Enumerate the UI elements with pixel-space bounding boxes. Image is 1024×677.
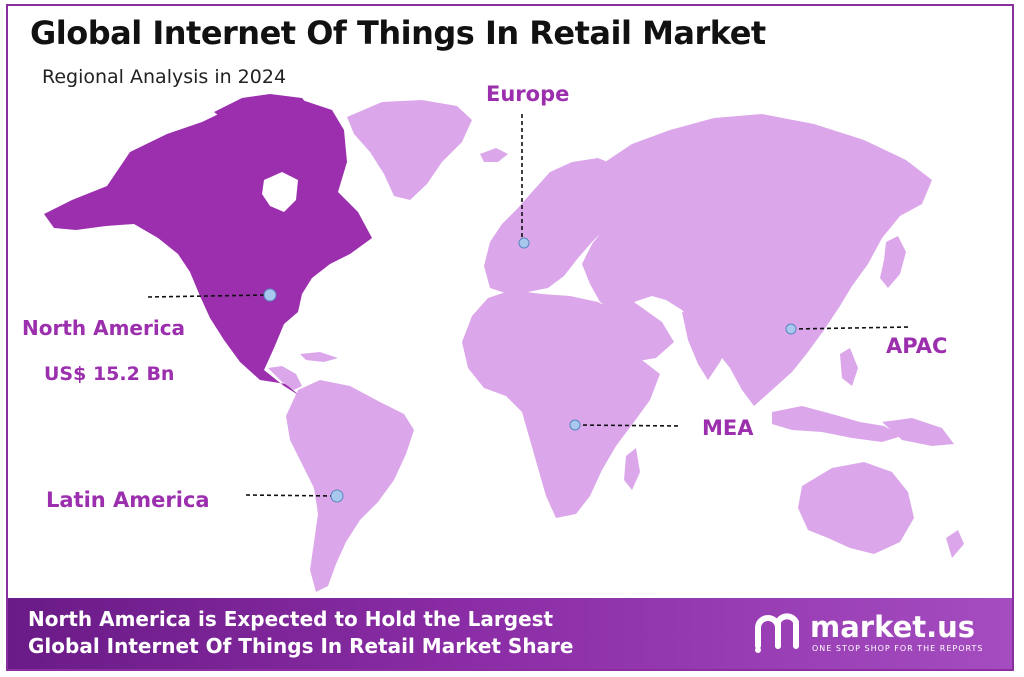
leader-apac — [791, 326, 911, 330]
marker-north-america — [263, 288, 277, 302]
japan — [880, 236, 906, 288]
footer-text: North America is Expected to Hold the La… — [28, 606, 573, 660]
india — [682, 312, 732, 380]
market-us-logo: market.us ONE STOP SHOP FOR THE REPORTS — [752, 610, 992, 658]
asia — [582, 114, 932, 406]
logo-tagline: ONE STOP SHOP FOR THE REPORTS — [812, 644, 984, 653]
arctic-islands — [214, 94, 314, 126]
madagascar — [624, 448, 640, 490]
leader-lines — [147, 114, 911, 497]
region-label-europe: Europe — [486, 82, 570, 106]
leader-north-america — [147, 294, 269, 298]
logo-mark-icon — [755, 613, 799, 653]
infographic-frame: Global Internet Of Things In Retail Mark… — [6, 4, 1014, 671]
iceland — [480, 148, 508, 162]
central-america — [268, 366, 302, 390]
footer-line-2: Global Internet Of Things In Retail Mark… — [28, 634, 574, 658]
north-america — [44, 100, 372, 396]
greenland — [347, 100, 472, 200]
north-america-value: US$ 15.2 Bn — [44, 363, 175, 385]
footer-banner: North America is Expected to Hold the La… — [8, 598, 1012, 669]
hudson-bay — [262, 172, 298, 212]
region-label-mea: MEA — [702, 416, 754, 440]
logo-wordmark: market.us — [810, 610, 976, 644]
region-label-north-america: North America — [22, 316, 186, 340]
europe — [484, 158, 632, 294]
caribbean — [300, 352, 338, 362]
marker-apac — [785, 323, 797, 335]
page-title: Global Internet Of Things In Retail Mark… — [30, 14, 766, 52]
leader-latin-america — [245, 494, 337, 497]
region-label-latin-america: Latin America — [46, 488, 210, 512]
marker-europe — [518, 237, 530, 249]
south-america — [286, 380, 414, 592]
footer-line-1: North America is Expected to Hold the La… — [28, 607, 554, 631]
marker-mea — [569, 419, 581, 431]
region-label-apac: APAC — [886, 334, 948, 358]
marker-latin-america — [330, 489, 344, 503]
arabia — [602, 302, 674, 362]
leader-mea — [575, 424, 681, 427]
world-map — [44, 94, 964, 592]
australia — [798, 462, 914, 554]
papua — [882, 418, 954, 446]
page-subtitle: Regional Analysis in 2024 — [42, 66, 287, 88]
africa — [462, 290, 660, 518]
philippines — [840, 348, 858, 386]
markers — [263, 237, 797, 503]
new-zealand — [946, 530, 964, 558]
indonesia — [772, 406, 902, 442]
